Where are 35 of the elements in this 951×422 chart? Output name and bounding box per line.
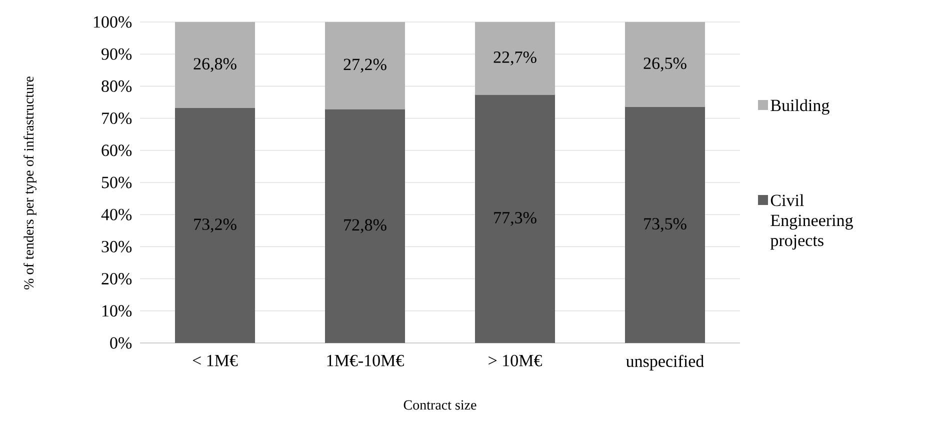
bar [175, 108, 256, 343]
y-tick-label: 20% [102, 273, 132, 285]
y-tick-label: 70% [102, 112, 132, 124]
y-tick-label: 50% [102, 176, 132, 188]
legend-label: Civil Engineering projects [770, 194, 853, 250]
data-label: 72,8% [344, 219, 386, 234]
y-tick-label: 10% [102, 305, 132, 317]
y-tick-label: 100% [94, 16, 132, 28]
y-axis-title: % of tenders per type of infrastructure [24, 76, 36, 290]
data-label: 26,8% [194, 58, 236, 72]
bar [325, 22, 406, 110]
data-label: 27,2% [344, 58, 386, 73]
bar [625, 107, 705, 343]
x-tick-label: < 1M€ [192, 354, 238, 366]
y-tick-label: 40% [101, 208, 132, 220]
x-axis-title: Contract size [404, 400, 476, 410]
x-tick-label: 1M€-10M€ [327, 354, 404, 366]
y-tick-label: 60% [102, 144, 132, 156]
y-tick-label: 90% [102, 48, 132, 60]
bar [475, 22, 556, 95]
x-tick-label: > 10M€ [488, 354, 542, 366]
bar [475, 94, 556, 343]
x-tick-label: unspecified [626, 354, 704, 370]
legend-label: Building [770, 99, 830, 115]
y-tick-label: 30% [102, 240, 132, 252]
y-tick-label: 0% [110, 337, 132, 349]
bar [625, 22, 705, 108]
data-label: 73,5% [644, 218, 686, 232]
data-label: 77,3% [494, 212, 536, 226]
data-label: 26,5% [644, 58, 686, 72]
data-label: 73,2% [194, 218, 236, 232]
y-tick-label: 80% [102, 80, 132, 92]
data-label: 22,7% [494, 51, 536, 66]
bar [325, 109, 406, 343]
bar [175, 22, 256, 108]
